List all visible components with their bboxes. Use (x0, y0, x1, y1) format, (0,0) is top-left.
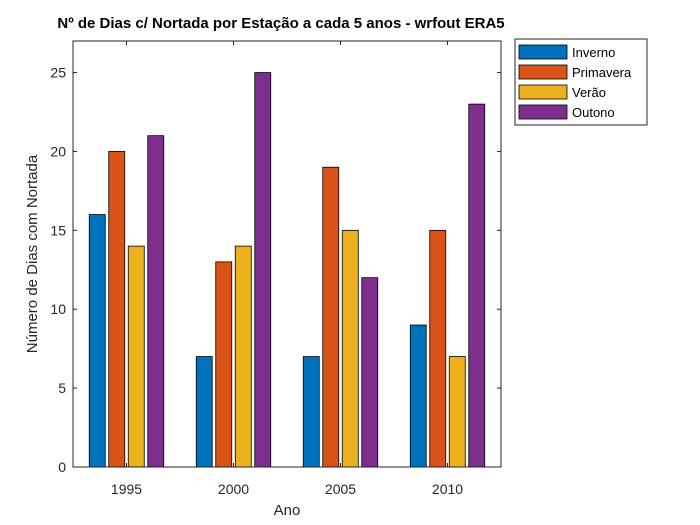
bar-primavera-2005 (322, 166, 340, 468)
legend-swatch-outono (518, 104, 568, 120)
bar-outono-2005 (361, 277, 379, 468)
bar-outono-2010 (468, 103, 486, 468)
chart-title: Nº de Dias c/ Nortada por Estação a cada… (57, 15, 504, 32)
bar-inverno-1995 (88, 214, 106, 468)
bar-inverno-2000 (195, 356, 213, 468)
y-axis-label: Número de Dias com Nortada (24, 154, 41, 353)
x-tick-label: 2000 (218, 481, 249, 497)
x-tick-label: 2010 (432, 481, 463, 497)
plot-area-frame (72, 40, 502, 468)
y-tick-label: 5 (58, 380, 66, 396)
legend-label-primavera: Primavera (572, 65, 632, 80)
y-tick-label: 20 (50, 143, 66, 159)
x-axis-label: Ano (274, 502, 301, 519)
legend-swatch-inverno (518, 44, 568, 60)
legend-swatch-primavera (518, 64, 568, 80)
bars-group (88, 72, 486, 468)
bar-inverno-2010 (409, 324, 427, 468)
x-tick-label: 1995 (111, 481, 142, 497)
bar-primavera-1995 (108, 151, 126, 468)
bar-outono-2000 (254, 72, 272, 468)
bar-inverno-2005 (302, 356, 320, 468)
y-tick-label: 0 (58, 459, 66, 475)
bar-verão-2005 (341, 229, 359, 468)
legend-label-verão: Verão (572, 85, 606, 100)
bar-verão-2010 (448, 356, 466, 468)
legend-swatch-verão (518, 84, 568, 100)
bar-primavera-2010 (429, 229, 447, 468)
legend: Inverno Primavera Verão Outono (514, 38, 648, 126)
x-tick-label: 2005 (325, 481, 356, 497)
legend-label-inverno: Inverno (572, 45, 615, 60)
legend-label-outono: Outono (572, 105, 615, 120)
bar-verão-2000 (234, 245, 252, 468)
axis-ticks: 1995 2000 2005 2010 0 5 10 15 20 25 (50, 41, 501, 497)
bar-verão-1995 (127, 245, 145, 468)
y-tick-label: 10 (50, 301, 66, 317)
bar-outono-1995 (147, 135, 165, 468)
y-tick-label: 25 (50, 65, 66, 81)
bar-primavera-2000 (215, 261, 233, 468)
y-tick-label: 15 (50, 222, 66, 238)
